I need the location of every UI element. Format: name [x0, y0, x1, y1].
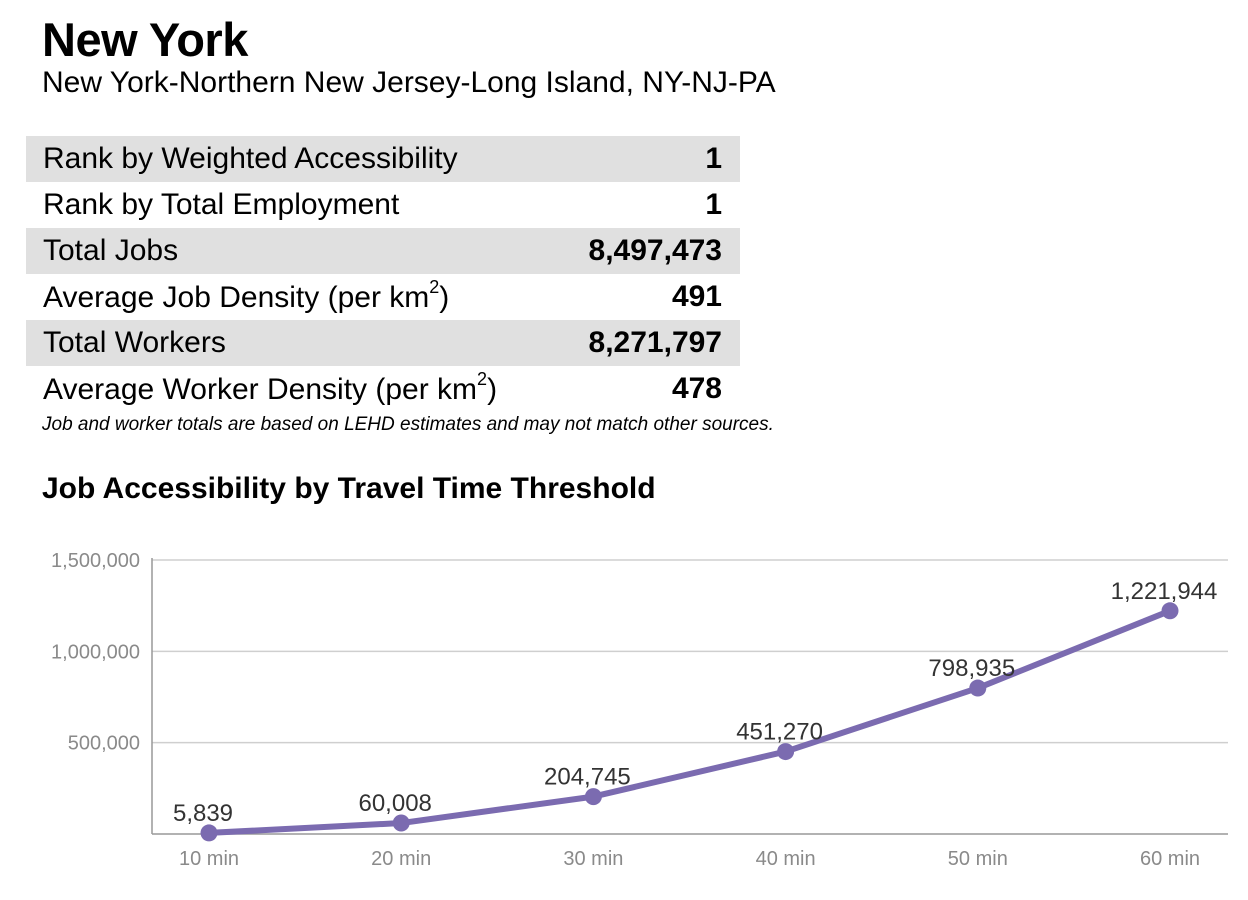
data-point — [777, 743, 795, 761]
footnote: Job and worker totals are based on LEHD … — [42, 414, 774, 435]
stat-value: 1 — [705, 142, 722, 175]
stat-row-total-jobs: Total Jobs 8,497,473 — [26, 228, 740, 274]
chart-title: Job Accessibility by Travel Time Thresho… — [42, 472, 656, 505]
stat-value: 491 — [671, 280, 722, 313]
stat-row-total-workers: Total Workers 8,271,797 — [26, 320, 740, 366]
data-label: 60,008 — [358, 790, 431, 817]
data-point — [1161, 602, 1179, 620]
stat-label-text: Average Worker Density (per km — [43, 372, 478, 406]
x-tick-label: 60 min — [1140, 848, 1200, 870]
page-subtitle: New York-Northern New Jersey-Long Island… — [42, 66, 776, 99]
data-label: 798,935 — [928, 655, 1015, 682]
stat-label: Rank by Weighted Accessibility — [43, 142, 458, 175]
data-label: 1,221,944 — [1111, 578, 1218, 605]
stat-label-suffix: ) — [487, 372, 498, 406]
stat-value: 8,271,797 — [588, 326, 722, 359]
data-label: 451,270 — [736, 719, 823, 746]
stat-label: Rank by Total Employment — [43, 188, 400, 221]
stat-label: Average Worker Density (per km2) — [43, 368, 498, 407]
page-title: New York — [42, 13, 248, 66]
stat-label: Total Jobs — [43, 234, 179, 267]
x-tick-label: 50 min — [948, 848, 1008, 870]
stat-label: Average Job Density (per km2) — [43, 276, 450, 315]
data-point — [392, 814, 410, 832]
data-point — [584, 788, 602, 806]
superscript: 2 — [429, 276, 440, 297]
y-tick-label: 500,000 — [68, 733, 140, 755]
line-chart: 500,000 1,000,000 1,500,000 10 min 20 min 30 … — [51, 550, 1228, 870]
x-tick-label: 40 min — [756, 848, 816, 870]
series-line — [206, 607, 1173, 836]
stat-label-text: Average Job Density (per km — [43, 280, 430, 314]
y-tick-label: 1,500,000 — [51, 550, 140, 572]
stat-label-suffix: ) — [439, 280, 450, 314]
data-point — [200, 824, 218, 842]
y-tick-label: 1,000,000 — [51, 641, 140, 663]
superscript: 2 — [477, 368, 488, 389]
stat-label: Total Workers — [43, 326, 226, 359]
stat-value: 8,497,473 — [588, 234, 722, 267]
stat-row-weighted-rank: Rank by Weighted Accessibility 1 — [26, 136, 740, 182]
x-tick-label: 20 min — [371, 848, 431, 870]
data-label: 5,839 — [173, 800, 233, 827]
stat-value: 1 — [705, 188, 722, 221]
x-tick-label: 30 min — [563, 848, 623, 870]
stats-table: Rank by Weighted Accessibility 1 Rank by… — [26, 136, 740, 412]
x-tick-label: 10 min — [179, 848, 239, 870]
data-point — [969, 679, 987, 697]
data-label: 204,745 — [544, 764, 631, 791]
stat-row-job-density: Average Job Density (per km2) 491 — [26, 274, 740, 320]
stat-row-worker-density: Average Worker Density (per km2) 478 — [26, 366, 740, 412]
stat-row-employment-rank: Rank by Total Employment 1 — [26, 182, 740, 228]
stat-value: 478 — [671, 372, 722, 405]
